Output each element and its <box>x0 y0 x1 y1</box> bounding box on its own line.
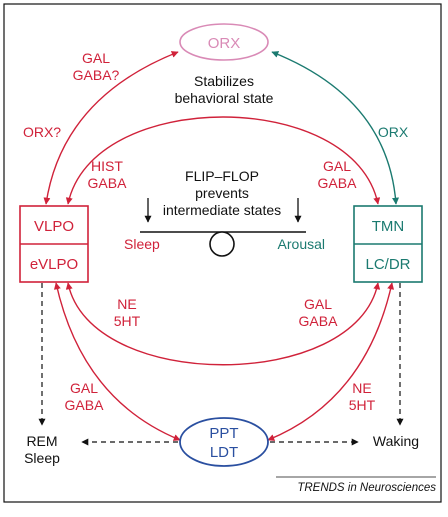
seesaw-fulcrum <box>209 231 235 257</box>
orx-right-label: ORX <box>378 124 409 140</box>
top-right-gal-label: GAL <box>323 158 351 174</box>
ppt-label: PPT <box>209 425 238 442</box>
sleep-label: Sleep <box>124 236 160 252</box>
stabilizes-label: Stabilizes <box>194 73 254 89</box>
rem-label: REM <box>26 433 57 449</box>
ne-left-label: NE <box>117 296 136 312</box>
upper-arc-arrow <box>65 116 381 205</box>
tmn-label: TMN <box>372 218 405 235</box>
waking-label: Waking <box>373 433 419 449</box>
top-right-gaba-label: GABA <box>318 175 358 191</box>
behavioral-state-label: behavioral state <box>175 90 274 106</box>
ne-right-label: NE <box>352 380 371 396</box>
ldt-label: LDT <box>210 444 238 461</box>
orx-vlpo-gal-label: GAL <box>82 50 110 66</box>
orx-node-label: ORX <box>208 35 241 52</box>
bottom-left-gaba-label: GABA <box>65 397 105 413</box>
orx-vlpo-gaba-label: GABA? <box>73 67 120 83</box>
orx-vlpo-arrow <box>43 51 179 205</box>
outer-frame <box>3 3 442 503</box>
orx-node <box>179 23 269 61</box>
5ht-right-label: 5HT <box>349 397 376 413</box>
hist-gaba-label: GABA <box>88 175 128 191</box>
orx-q-label: ORX? <box>23 124 61 140</box>
footer-credit: TRENDS in Neurosciences <box>297 482 436 494</box>
orx-tmn-arrow <box>271 51 400 205</box>
intermediate-states-label: intermediate states <box>163 202 281 218</box>
lcdr-label: LC/DR <box>365 256 410 273</box>
mid-right-gal-label: GAL <box>304 296 332 312</box>
evlpo-label: eVLPO <box>30 256 78 273</box>
rem-sleep-label: Sleep <box>24 450 60 466</box>
mid-right-gaba-label: GABA <box>299 313 339 329</box>
flipflop-label: FLIP–FLOP <box>185 168 259 184</box>
vlpo-label: VLPO <box>34 218 74 235</box>
arousal-label: Arousal <box>278 236 325 252</box>
hist-label: HIST <box>91 158 123 174</box>
5ht-left-label: 5HT <box>114 313 141 329</box>
evlpo-ppt-arrow <box>53 282 181 441</box>
lcdr-ppt-arrow <box>267 282 395 441</box>
prevents-label: prevents <box>195 185 249 201</box>
bottom-left-gal-label: GAL <box>70 380 98 396</box>
ppt-ldt-node <box>179 417 269 467</box>
